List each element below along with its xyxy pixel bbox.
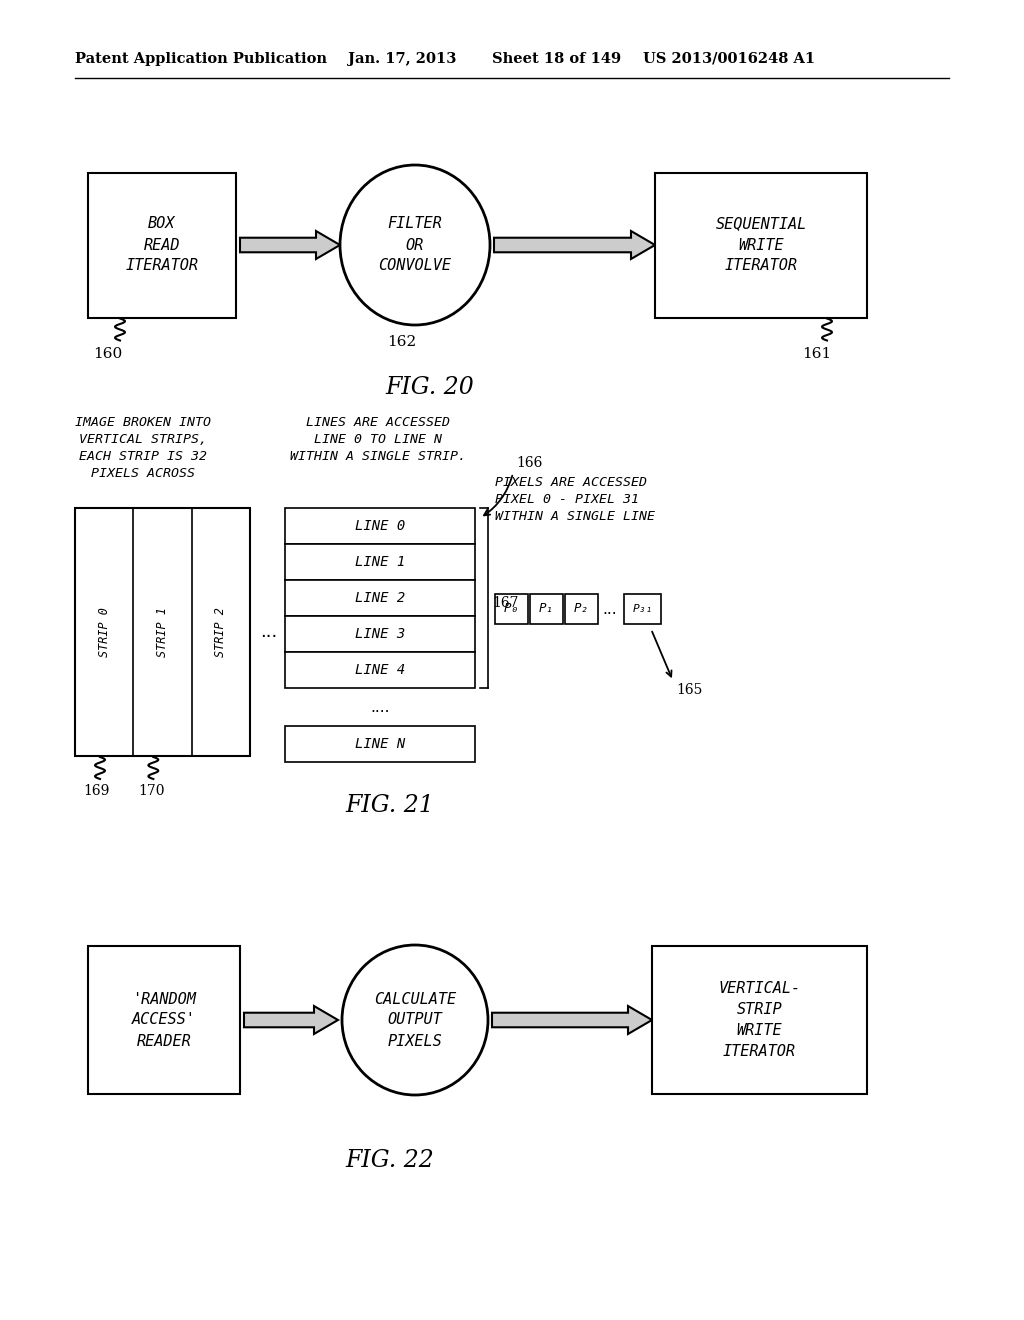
Text: FIG. 22: FIG. 22 [346, 1148, 434, 1172]
Text: FIG. 20: FIG. 20 [386, 375, 474, 399]
Text: 160: 160 [93, 347, 122, 362]
Bar [285, 579, 475, 616]
Ellipse shape [342, 945, 488, 1096]
Text: PIXELS ARE ACCESSED
PIXEL 0 - PIXEL 31
WITHIN A SINGLE LINE: PIXELS ARE ACCESSED PIXEL 0 - PIXEL 31 W… [495, 477, 655, 523]
Text: BOX
READ
ITERATOR: BOX READ ITERATOR [126, 216, 199, 273]
Polygon shape [492, 1006, 652, 1034]
Bar [652, 946, 867, 1094]
Text: 'RANDOM
ACCESS'
READER: 'RANDOM ACCESS' READER [132, 991, 196, 1048]
Text: IMAGE BROKEN INTO
VERTICAL STRIPS,
EACH STRIP IS 32
PIXELS ACROSS: IMAGE BROKEN INTO VERTICAL STRIPS, EACH … [75, 416, 211, 480]
Text: P₃₁: P₃₁ [633, 605, 652, 614]
Bar [88, 173, 236, 318]
Text: LINES ARE ACCESSED
LINE 0 TO LINE N
WITHIN A SINGLE STRIP.: LINES ARE ACCESSED LINE 0 TO LINE N WITH… [290, 416, 466, 463]
Text: P₁: P₁ [539, 602, 554, 615]
Bar [565, 594, 598, 624]
Bar [88, 946, 240, 1094]
Text: 170: 170 [138, 784, 165, 799]
Text: VERTICAL-
STRIP
WRITE
ITERATOR: VERTICAL- STRIP WRITE ITERATOR [719, 981, 801, 1059]
Bar [655, 173, 867, 318]
Text: 167: 167 [492, 597, 518, 610]
Text: LINE 2: LINE 2 [355, 591, 406, 605]
Bar [285, 726, 475, 762]
Text: P₀: P₀ [504, 602, 519, 615]
Text: FILTER
OR
CONVOLVE: FILTER OR CONVOLVE [379, 216, 452, 273]
Text: LINE 4: LINE 4 [355, 663, 406, 677]
Text: LINE 0: LINE 0 [355, 519, 406, 533]
Text: 169: 169 [83, 784, 110, 799]
Polygon shape [240, 231, 340, 259]
Bar [75, 508, 250, 756]
Bar [530, 594, 563, 624]
Text: ....: .... [371, 700, 390, 715]
Text: LINE N: LINE N [355, 737, 406, 751]
Text: 166: 166 [516, 455, 543, 470]
Bar [285, 652, 475, 688]
Ellipse shape [340, 165, 490, 325]
Text: Jan. 17, 2013: Jan. 17, 2013 [348, 51, 457, 66]
Text: Sheet 18 of 149: Sheet 18 of 149 [492, 51, 622, 66]
Text: ...: ... [602, 602, 616, 616]
Text: STRIP 0: STRIP 0 [97, 607, 111, 657]
Text: 165: 165 [676, 682, 702, 697]
Text: CALCULATE
OUTPUT
PIXELS: CALCULATE OUTPUT PIXELS [374, 991, 456, 1048]
Text: US 2013/0016248 A1: US 2013/0016248 A1 [643, 51, 815, 66]
Text: ...: ... [260, 623, 278, 642]
Text: STRIP 2: STRIP 2 [214, 607, 227, 657]
Text: FIG. 21: FIG. 21 [346, 795, 434, 817]
Bar [285, 616, 475, 652]
Text: SEQUENTIAL
WRITE
ITERATOR: SEQUENTIAL WRITE ITERATOR [716, 216, 807, 273]
Text: STRIP 1: STRIP 1 [156, 607, 169, 657]
Bar [285, 508, 475, 544]
Text: LINE 1: LINE 1 [355, 554, 406, 569]
Text: LINE 3: LINE 3 [355, 627, 406, 642]
Bar [624, 594, 662, 624]
Bar [285, 544, 475, 579]
Polygon shape [494, 231, 655, 259]
Text: Patent Application Publication: Patent Application Publication [75, 51, 327, 66]
Bar [495, 594, 528, 624]
Text: P₂: P₂ [574, 602, 589, 615]
Polygon shape [244, 1006, 338, 1034]
Text: 162: 162 [387, 335, 416, 348]
Text: 161: 161 [802, 347, 831, 362]
